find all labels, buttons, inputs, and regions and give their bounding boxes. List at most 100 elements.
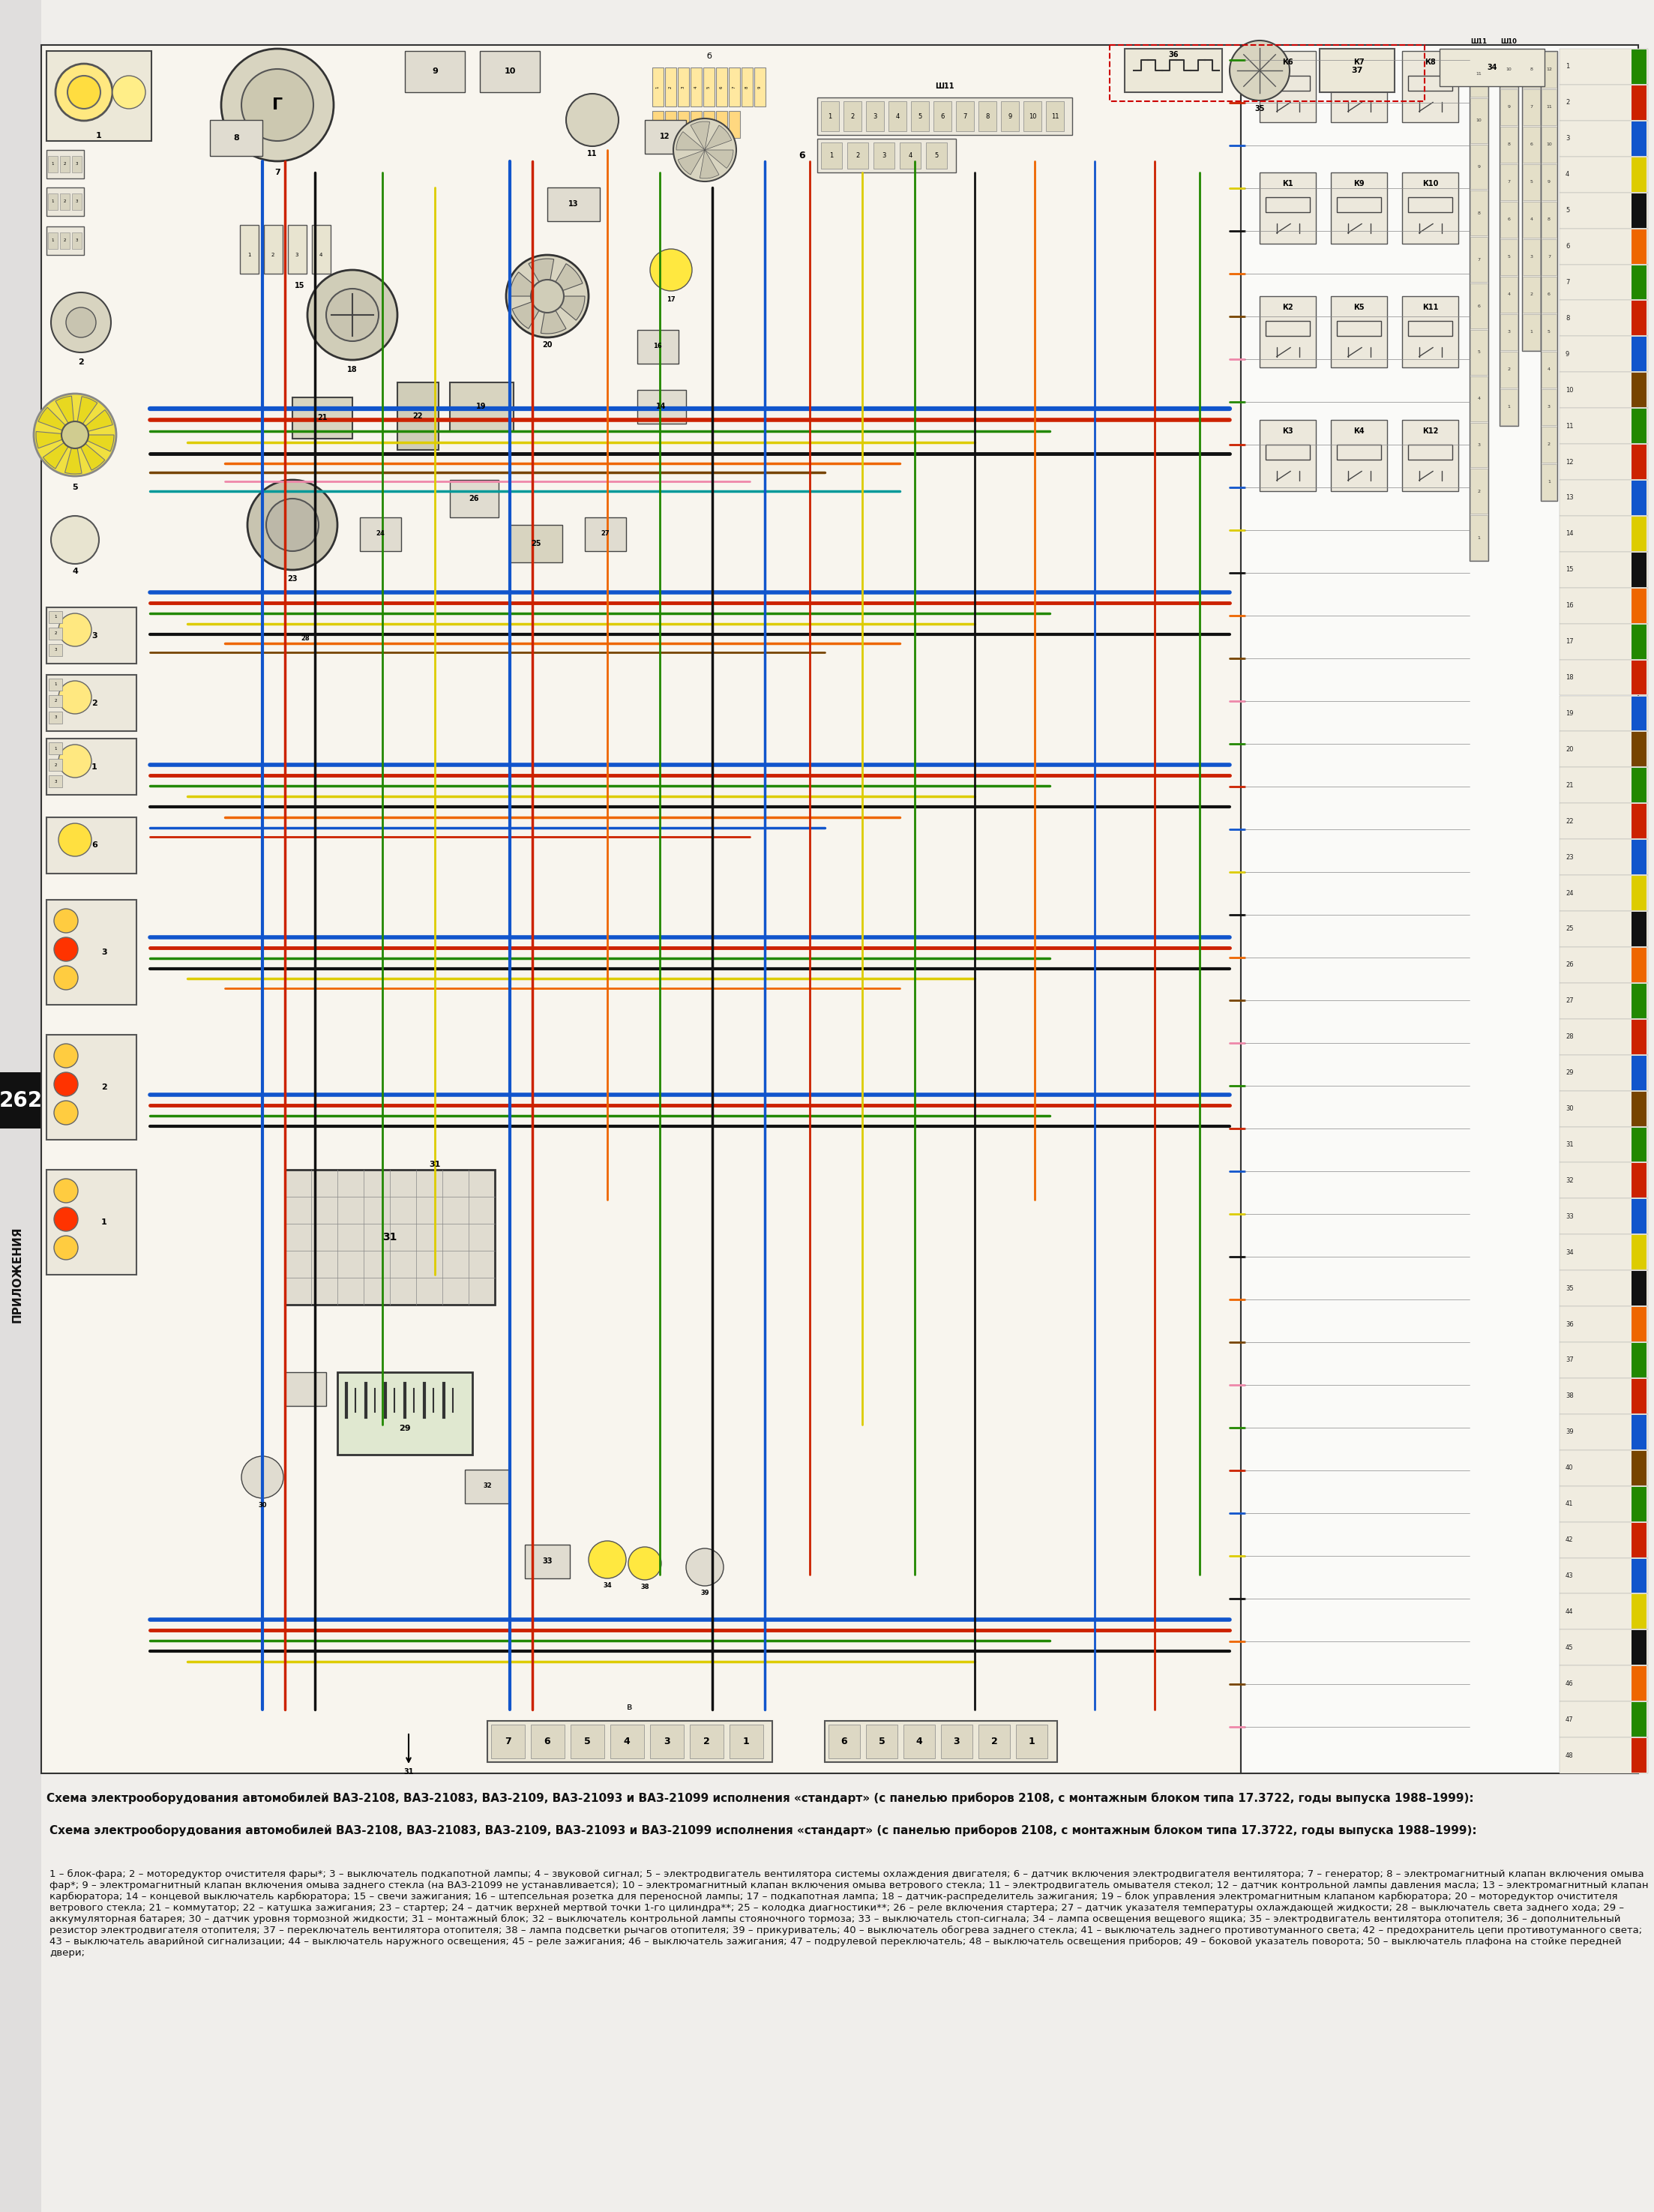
Text: 6: 6 <box>1477 303 1480 307</box>
Circle shape <box>326 290 379 341</box>
Bar <box>1560 1486 1647 1522</box>
Text: 8: 8 <box>1477 212 1480 215</box>
Text: 6: 6 <box>544 1736 551 1745</box>
Circle shape <box>673 119 736 181</box>
Text: 6: 6 <box>91 841 98 849</box>
Text: 6: 6 <box>1530 144 1533 146</box>
Bar <box>1631 518 1646 551</box>
Text: 23: 23 <box>288 575 298 582</box>
Circle shape <box>112 75 146 108</box>
Text: 9: 9 <box>1007 113 1012 119</box>
Text: 2: 2 <box>1548 442 1550 447</box>
Text: 3: 3 <box>873 113 877 119</box>
Text: 10: 10 <box>1029 113 1037 119</box>
Circle shape <box>308 270 397 361</box>
Bar <box>1265 321 1310 336</box>
Circle shape <box>266 498 319 551</box>
Bar <box>1631 122 1646 155</box>
Wedge shape <box>705 126 731 150</box>
Bar <box>1500 51 1517 88</box>
Text: 7: 7 <box>1548 254 1550 259</box>
Bar <box>337 1371 473 1455</box>
Circle shape <box>56 64 112 122</box>
Text: 3: 3 <box>101 949 108 956</box>
Bar <box>397 383 438 449</box>
Text: 32: 32 <box>1566 1177 1573 1183</box>
Bar <box>313 226 331 274</box>
Bar <box>405 51 465 93</box>
Text: 28: 28 <box>1566 1033 1573 1040</box>
Text: К7: К7 <box>1353 58 1365 66</box>
Bar <box>48 695 63 708</box>
Text: 18: 18 <box>347 365 357 374</box>
Wedge shape <box>36 431 74 449</box>
Text: 19: 19 <box>1566 710 1573 717</box>
Bar <box>1500 352 1517 387</box>
Text: 23: 23 <box>1566 854 1573 860</box>
Bar <box>1336 75 1381 91</box>
Bar <box>645 119 686 153</box>
Bar <box>1542 427 1556 462</box>
Bar <box>293 398 352 438</box>
Text: К12: К12 <box>1422 427 1439 436</box>
Text: 2: 2 <box>850 113 855 119</box>
Circle shape <box>589 1542 627 1579</box>
Bar <box>531 1725 564 1759</box>
Text: 11: 11 <box>1475 73 1482 75</box>
Bar <box>1542 51 1558 500</box>
Bar <box>690 1725 723 1759</box>
Text: 44: 44 <box>1566 1608 1573 1615</box>
Text: 3: 3 <box>1548 405 1550 409</box>
Bar <box>1470 330 1487 374</box>
Bar <box>1631 1703 1646 1736</box>
Bar <box>1542 88 1556 126</box>
Text: 10: 10 <box>1546 144 1551 146</box>
Bar <box>1631 1739 1646 1772</box>
Text: 3: 3 <box>1530 254 1533 259</box>
Bar <box>284 1170 495 1305</box>
Bar <box>1631 588 1646 624</box>
Bar <box>1560 1666 1647 1701</box>
Bar <box>637 389 686 425</box>
Text: 17: 17 <box>667 296 675 303</box>
Text: 36: 36 <box>1566 1321 1573 1327</box>
Bar <box>1125 49 1222 93</box>
Bar <box>1631 1666 1646 1701</box>
Bar <box>1560 84 1647 122</box>
Bar <box>1542 51 1556 88</box>
Bar <box>450 480 498 518</box>
Text: К9: К9 <box>1353 179 1365 188</box>
Circle shape <box>58 823 91 856</box>
Bar <box>1403 51 1459 122</box>
Text: 4: 4 <box>695 86 698 88</box>
Text: 8: 8 <box>1530 69 1533 71</box>
Text: 2: 2 <box>703 1736 710 1745</box>
Bar <box>1560 1736 1647 1774</box>
Bar <box>1631 1020 1646 1053</box>
Bar <box>48 743 63 754</box>
Bar <box>847 142 868 168</box>
Bar <box>41 44 1240 1774</box>
Bar <box>1560 732 1647 768</box>
Wedge shape <box>705 150 733 168</box>
Wedge shape <box>74 436 104 471</box>
Bar <box>1403 296 1459 367</box>
Bar <box>1331 296 1388 367</box>
Bar <box>1631 1451 1646 1484</box>
Text: 15: 15 <box>294 281 304 290</box>
Circle shape <box>58 613 91 646</box>
Text: 1: 1 <box>51 239 55 243</box>
Text: 41: 41 <box>1566 1500 1573 1506</box>
Bar <box>1260 420 1317 491</box>
Text: б: б <box>706 53 711 60</box>
Bar <box>873 142 895 168</box>
Bar <box>1560 659 1647 695</box>
Bar <box>1470 376 1487 420</box>
Text: 7: 7 <box>1507 181 1510 184</box>
Bar <box>60 232 69 250</box>
Bar <box>46 900 137 1004</box>
Text: 39: 39 <box>1566 1429 1573 1436</box>
Circle shape <box>55 1044 78 1068</box>
Bar <box>586 518 627 551</box>
Text: 2: 2 <box>91 699 98 708</box>
